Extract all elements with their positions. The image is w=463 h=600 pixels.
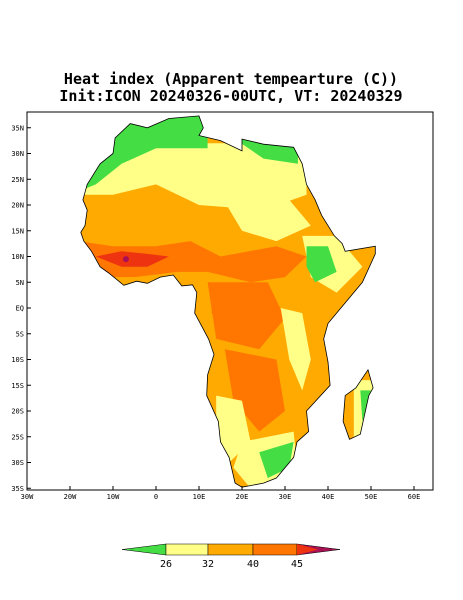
x-tick-label: 0 <box>154 493 158 501</box>
x-tick-label: 10W <box>107 493 120 501</box>
y-tick-label: EQ <box>16 305 24 313</box>
x-tick-label: 50E <box>365 493 378 501</box>
y-tick-label: 20N <box>11 202 24 210</box>
y-tick-label: 20S <box>11 408 24 416</box>
y-tick-label: 35N <box>11 124 24 132</box>
colorbar-low <box>121 543 167 556</box>
x-tick-label: 20E <box>236 493 249 501</box>
x-tick-label: 60E <box>408 493 421 501</box>
colorbar: 26 32 40 45 <box>121 543 341 570</box>
coastline <box>80 115 376 488</box>
x-tick-label: 10E <box>193 493 206 501</box>
heat-region <box>95 251 169 267</box>
heat-region <box>224 349 285 432</box>
coastline <box>342 368 374 440</box>
colorbar-bin <box>207 543 254 556</box>
colorbar-label: 45 <box>291 559 303 570</box>
heat-region <box>80 241 307 283</box>
y-tick-label: 25N <box>11 176 24 184</box>
y-tick-label: 10N <box>11 253 24 261</box>
x-tick-label: 30W <box>21 493 34 501</box>
subtitle: Init:ICON 20240326-00UTC, VT: 20240329 <box>59 87 402 105</box>
title: Heat index (Apparent tempearture (C)) <box>64 70 398 88</box>
y-tick-label: 5S <box>16 330 24 338</box>
heat-region <box>306 246 337 283</box>
heat-region <box>207 282 285 350</box>
ticks: 30W 20W 10W 0 10E 20E 30E 40E 50E 60E 35N 30N 25N 20N… <box>11 124 420 501</box>
colorbar-label: 40 <box>247 559 259 570</box>
y-tick-label: 25S <box>11 433 24 441</box>
colorbar-bin <box>252 543 298 556</box>
y-tick-label: 5N <box>16 279 24 287</box>
y-tick-label: 15S <box>11 382 24 390</box>
colorbar-label: 26 <box>160 559 172 570</box>
heat-region <box>280 308 311 391</box>
x-tick-label: 30E <box>279 493 292 501</box>
x-tick-label: 20W <box>64 493 77 501</box>
y-tick-label: 30N <box>11 150 24 158</box>
y-tick-label: 35S <box>11 485 24 493</box>
y-tick-label: 15N <box>11 227 24 235</box>
y-tick-label: 30S <box>11 459 24 467</box>
colorbar-bin <box>165 543 209 556</box>
heat-region <box>220 194 311 242</box>
heat-spot <box>122 256 129 263</box>
colorbar-label: 32 <box>202 559 214 570</box>
colorbar-high-inner <box>297 544 318 555</box>
y-tick-label: 10S <box>11 356 24 364</box>
x-tick-label: 40E <box>322 493 335 501</box>
